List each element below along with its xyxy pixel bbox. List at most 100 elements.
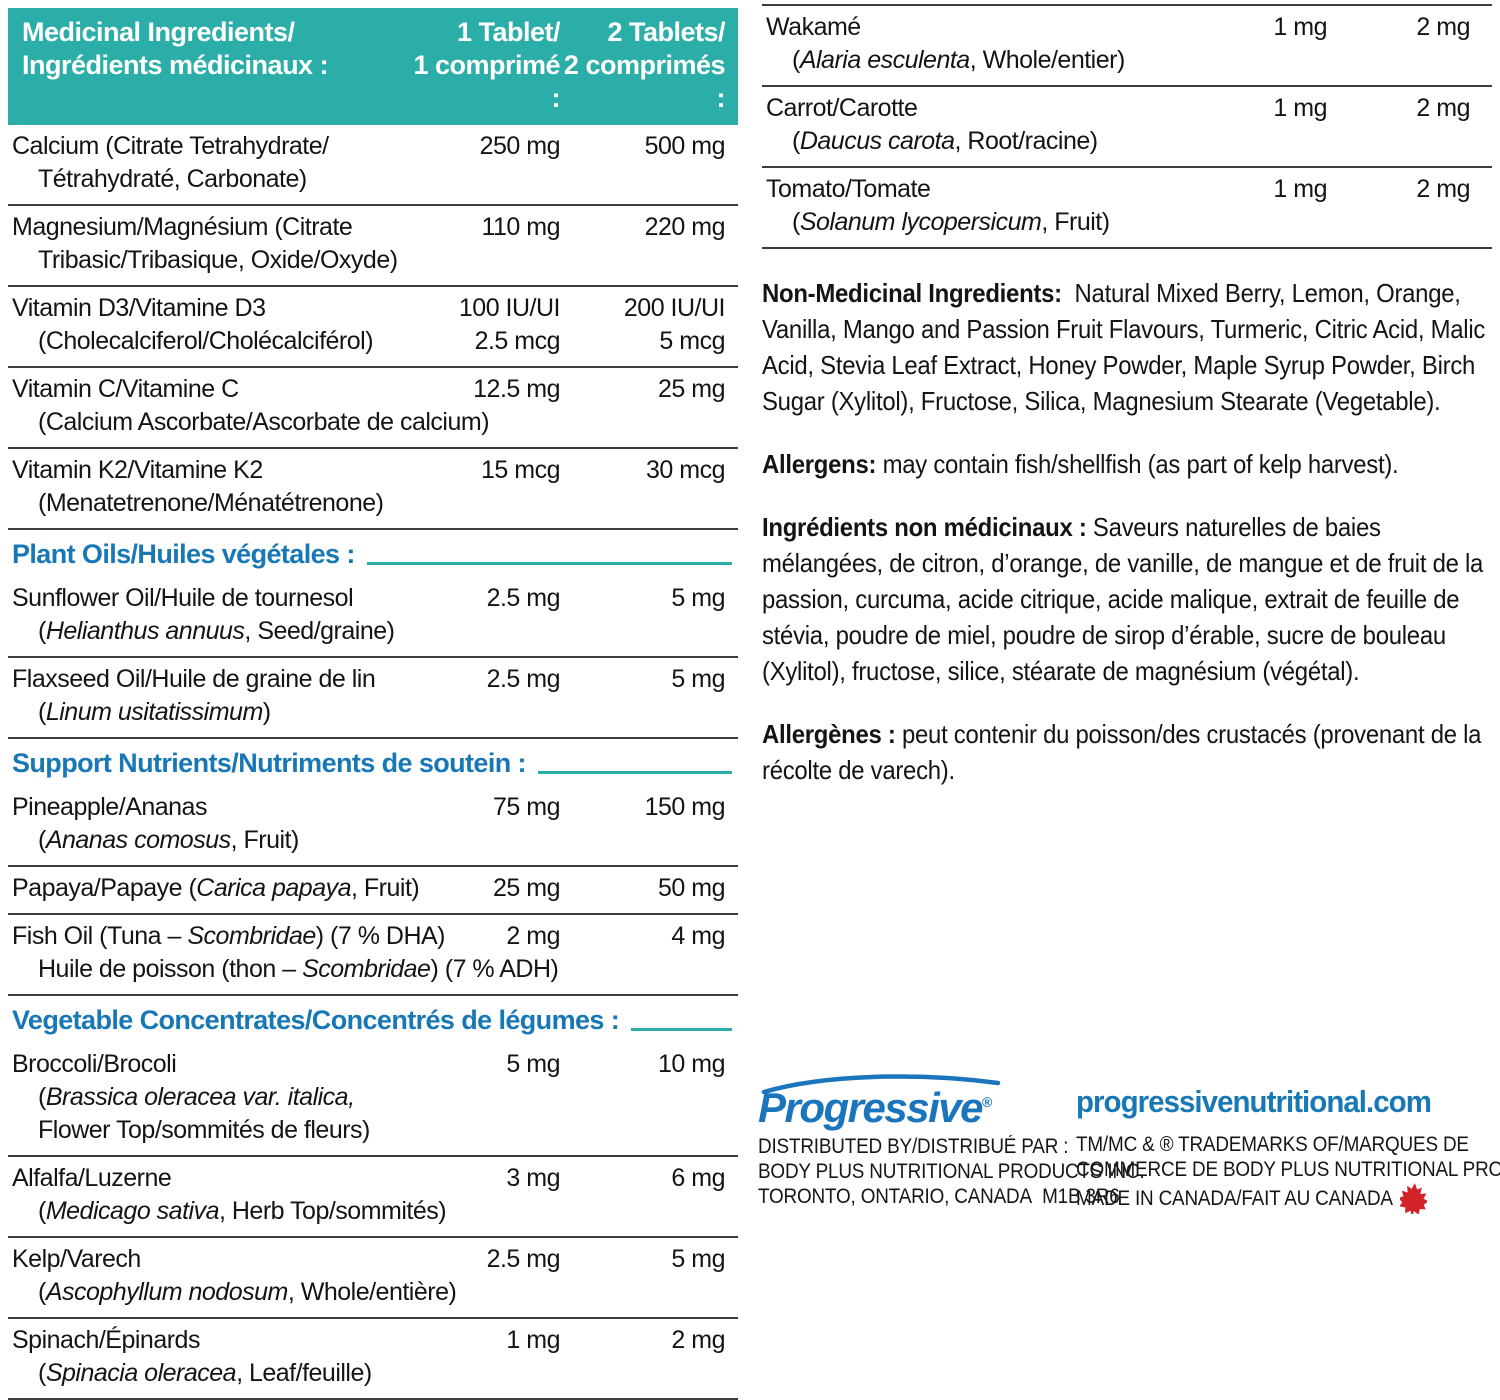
footer: Progressive® DISTRIBUTED BY/DISTRIBUÉ PA…	[758, 1072, 1500, 1214]
table-row: Papaya/Papaye (Carica papaya, Fruit) 25 m…	[8, 867, 738, 915]
species-name: Helianthus annuus	[45, 617, 245, 645]
table-row: Sunflower Oil/Huile de tournesol 2.5 mg 5 …	[8, 577, 738, 658]
table-row-line: (Alaria esculenta, Whole/entier)	[762, 44, 1492, 77]
amount-1-tablet: 3 mg	[506, 1164, 560, 1192]
amount-2-tablets	[560, 244, 738, 277]
amount-1-tablet	[410, 824, 560, 857]
table-row: Vitamin D3/Vitamine D3 100 IU/UI 200 IU/UI…	[8, 287, 738, 368]
ingredient-text: , Whole/entier)	[969, 46, 1126, 74]
ingredient-text: , Fruit)	[351, 874, 420, 902]
info-paragraph: Allergens: may contain fish/shellfish (a…	[762, 449, 1399, 479]
trademark-block: progressivenutritional.com TM/MC & ® TRA…	[1076, 1072, 1500, 1214]
amount-1-tablet	[410, 696, 560, 729]
amount-2-tablets	[560, 1357, 738, 1390]
maple-leaf-icon	[1400, 1183, 1428, 1214]
ingredient-text: (	[38, 698, 46, 726]
section-underline	[537, 771, 732, 774]
header-1-tablet-fr: 1 comprimé :	[413, 50, 560, 113]
ingredient-text: Tribasic/Tribasique, Oxide/Oxyde)	[38, 246, 398, 274]
amount-1-tablet: 1 mg	[1273, 175, 1327, 203]
ingredient-name: Flaxseed Oil/Huile de graine de lin	[8, 663, 410, 696]
ingredient-text: Broccoli/Brocoli	[12, 1050, 177, 1078]
ingredient-text: , Root/racine)	[954, 127, 1099, 155]
ingredient-text: (	[792, 46, 800, 74]
section-heading: Vegetable Concentrates/Concentrés de lég…	[12, 1005, 620, 1035]
table-row: Alfalfa/Luzerne 3 mg 6 mg (Medicago sativa,…	[8, 1157, 738, 1238]
table-row-line: (Cholecalciferol/Cholécalciférol) 2.5 mcg…	[8, 325, 738, 358]
amount-1-tablet: 100 IU/UI	[458, 294, 561, 322]
amount-2-tablets	[560, 406, 738, 439]
ingredient-text: (	[38, 617, 46, 645]
ingredient-name: Huile de poisson (thon – Scombridae) (7 …	[8, 953, 559, 986]
section-heading: Plant Oils/Huiles végétales :	[12, 539, 355, 569]
amount-2-tablets: 200 IU/UI	[623, 294, 726, 322]
ingredient-name: Vitamin D3/Vitamine D3	[8, 292, 410, 325]
species-name: Ananas comosus	[45, 826, 231, 854]
amount-2-tablets: 10 mg	[658, 1050, 725, 1078]
species-name: Spinacia oleracea	[45, 1359, 237, 1387]
website-url: progressivenutritional.com	[1076, 1084, 1432, 1119]
amount-2-tablets	[560, 1081, 738, 1114]
ingredient-text: (	[792, 208, 800, 236]
right-column: Wakamé 1 mg 2 mg (Alaria esculenta, Whole/e…	[758, 0, 1500, 1214]
amount-1-tablet	[1127, 206, 1327, 239]
table-row-line: Spinach/Épinards 1 mg 2 mg	[8, 1324, 738, 1357]
table-row-line: (Solanum lycopersicum, Fruit)	[762, 206, 1492, 239]
amount-1-tablet: 5 mg	[506, 1050, 560, 1078]
header-ingredients-fr: Ingrédients médicinaux :	[22, 50, 329, 80]
amount-2-tablets	[560, 824, 738, 857]
amount-1-tablet	[1127, 125, 1327, 158]
ingredient-name: Alfalfa/Luzerne	[8, 1162, 410, 1195]
ingredient-name: Wakamé	[762, 11, 1127, 44]
ingredient-name: (Ascophyllum nodosum, Whole/entière)	[8, 1276, 457, 1309]
table-row-line: Vitamin C/Vitamine C 12.5 mg 25 mg	[8, 373, 738, 406]
species-name: Daucus carota	[799, 127, 955, 155]
amount-1-tablet: 12.5 mg	[473, 375, 560, 403]
amount-2-tablets	[1327, 206, 1492, 239]
species-name: Scombridae	[187, 922, 316, 950]
amount-1-tablet	[410, 1276, 560, 1309]
table-row: Spinach/Épinards 1 mg 2 mg (Spinacia olerac…	[8, 1319, 738, 1400]
paragraph-lead: Ingrédients non médicinaux :	[762, 512, 1087, 542]
ingredient-name: Spinach/Épinards	[8, 1324, 410, 1357]
registered-mark: ®	[981, 1094, 993, 1110]
logo-wordmark-text: Progressive	[758, 1084, 983, 1131]
table-row: Kelp/Varech 2.5 mg 5 mg (Ascophyllum nodosu…	[8, 1238, 738, 1319]
ingredient-name: (Helianthus annuus, Seed/graine)	[8, 615, 410, 648]
amount-2-tablets: 5 mg	[671, 1245, 725, 1273]
table-header-line-en: Medicinal Ingredients/ 1 Tablet/ 2 Table…	[18, 16, 738, 49]
amount-1-tablet	[410, 1357, 560, 1390]
ingredient-text: Sunflower Oil/Huile de tournesol	[12, 584, 354, 612]
ingredient-text: Huile de poisson (thon –	[38, 955, 303, 983]
species-name: Linum usitatissimum	[45, 698, 263, 726]
table-row-line: Vitamin D3/Vitamine D3 100 IU/UI 200 IU/UI	[8, 292, 738, 325]
ingredient-name: Tribasic/Tribasique, Oxide/Oxyde)	[8, 244, 410, 277]
amount-1-tablet	[410, 1081, 560, 1114]
amount-1-tablet: 15 mcg	[481, 456, 560, 484]
ingredient-name: (Ananas comosus, Fruit)	[8, 824, 410, 857]
header-ingredients-en: Medicinal Ingredients/	[22, 17, 295, 47]
table-row-line: Sunflower Oil/Huile de tournesol 2.5 mg 5 …	[8, 582, 738, 615]
ingredient-name: (Alaria esculenta, Whole/entier)	[762, 44, 1127, 77]
amount-1-tablet: 25 mg	[493, 874, 560, 902]
ingredient-text: (	[792, 127, 800, 155]
table-row-line: Tomato/Tomate 1 mg 2 mg	[762, 173, 1492, 206]
amount-1-tablet	[410, 244, 560, 277]
table-row-line: (Linum usitatissimum)	[8, 696, 738, 729]
section-heading-row: Vegetable Concentrates/Concentrés de lég…	[8, 996, 738, 1043]
table-row-line: Flower Top/sommités de fleurs)	[8, 1114, 738, 1147]
ingredient-text: (	[38, 826, 46, 854]
header-2-tablets-en: 2 Tablets/	[607, 17, 725, 47]
ingredient-text: (Calcium Ascorbate/Ascorbate de calcium)	[38, 408, 490, 436]
address-line: TORONTO, ONTARIO, CANADA M1B 3R6	[758, 1185, 1120, 1208]
table-row-line: (Spinacia oleracea, Leaf/feuille)	[8, 1357, 738, 1390]
table-row-line: (Ananas comosus, Fruit)	[8, 824, 738, 857]
table-header: Medicinal Ingredients/ 1 Tablet/ 2 Table…	[8, 8, 738, 125]
ingredient-name: Calcium (Citrate Tetrahydrate/	[8, 130, 410, 163]
amount-2-tablets: 6 mg	[671, 1164, 725, 1192]
amount-2-tablets: 2 mg	[1416, 175, 1470, 203]
ingredient-name: (Cholecalciferol/Cholécalciférol)	[8, 325, 410, 358]
trademark-line-2: COMMERCE DE BODY PLUS NUTRITIONAL PRODUC…	[1076, 1158, 1500, 1181]
ingredient-text: Pineapple/Ananas	[12, 793, 207, 821]
species-name: Ascophyllum nodosum	[45, 1278, 289, 1306]
